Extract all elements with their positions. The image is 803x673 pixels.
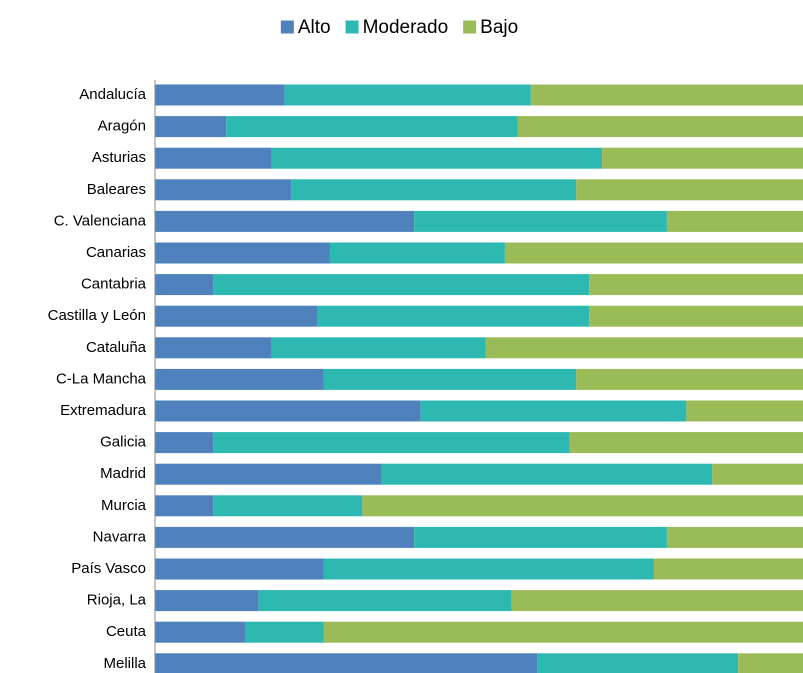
bar-segment xyxy=(291,179,577,201)
bar-segment xyxy=(226,116,518,138)
bar-segment xyxy=(155,621,246,643)
bar-segment xyxy=(155,526,415,548)
bar-segment xyxy=(155,463,382,485)
bar-segment xyxy=(323,621,803,643)
bar-segment xyxy=(569,432,803,454)
bar-segment xyxy=(155,590,259,612)
bar-segment xyxy=(589,274,803,296)
bar-segment xyxy=(602,147,803,169)
bar-segment xyxy=(155,179,292,201)
legend-swatch xyxy=(280,20,294,34)
bar-segment xyxy=(155,368,324,390)
y-tick-label: Castilla y León xyxy=(48,307,146,324)
bar-segment xyxy=(323,558,654,580)
bar-segment xyxy=(666,526,803,548)
bar-segment xyxy=(155,84,285,106)
y-tick-label: Melilla xyxy=(103,655,146,672)
y-tick-label: Aragón xyxy=(98,118,146,135)
y-tick-label: Extremadura xyxy=(60,402,147,419)
bar-segment xyxy=(589,305,803,327)
bar-segment xyxy=(155,116,227,138)
y-tick-label: Canarias xyxy=(86,244,146,261)
bar-segment xyxy=(213,495,363,517)
bar-segment xyxy=(381,463,713,485)
y-tick-label: Andalucía xyxy=(79,86,146,103)
legend-label: Alto xyxy=(298,17,331,38)
bar-segment xyxy=(245,621,324,643)
y-tick-label: Madrid xyxy=(100,465,146,482)
bar-segment xyxy=(362,495,803,517)
bar-segment xyxy=(686,400,803,422)
bar-segment xyxy=(653,558,803,580)
bar-segment xyxy=(155,242,330,264)
bar-segment xyxy=(511,590,803,612)
bar-segment xyxy=(155,305,317,327)
y-tick-label: Cantabria xyxy=(81,276,147,293)
y-tick-label: C-La Mancha xyxy=(56,370,147,387)
bar-segment xyxy=(530,84,803,106)
bar-segment xyxy=(155,210,415,232)
bar-segment xyxy=(155,558,324,580)
y-tick-label: Rioja, La xyxy=(87,592,147,609)
bar-segment xyxy=(576,368,803,390)
legend-label: Moderado xyxy=(363,17,449,38)
y-tick-label: Navarra xyxy=(93,528,147,545)
bar-segment xyxy=(504,242,803,264)
bar-segment xyxy=(155,147,272,169)
bar-segment xyxy=(284,84,531,106)
y-tick-label: Asturias xyxy=(92,149,146,166)
bar-segment xyxy=(414,526,667,548)
bar-segment xyxy=(517,116,803,138)
bar-segment xyxy=(271,147,603,169)
bar-segment xyxy=(738,653,803,673)
y-tick-label: Murcia xyxy=(101,497,147,514)
bar-segment xyxy=(271,337,486,359)
legend-swatch xyxy=(463,20,477,34)
bar-segment xyxy=(485,337,803,359)
y-tick-label: Baleares xyxy=(87,181,146,198)
bar-segment xyxy=(155,337,272,359)
y-tick-label: Galicia xyxy=(100,434,147,451)
legend-swatch xyxy=(345,20,359,34)
bar-segment xyxy=(213,274,590,296)
bar-segment xyxy=(155,400,421,422)
y-tick-label: Cataluña xyxy=(86,339,147,356)
bar-segment xyxy=(323,368,577,390)
bar-segment xyxy=(712,463,803,485)
legend-label: Bajo xyxy=(480,17,518,38)
bar-segment xyxy=(155,495,214,517)
bar-segment xyxy=(666,210,803,232)
bar-segment xyxy=(329,242,505,264)
bar-segment xyxy=(537,653,739,673)
y-tick-label: Ceuta xyxy=(106,623,147,640)
bar-segment xyxy=(155,432,214,454)
bar-segment xyxy=(576,179,803,201)
bar-segment xyxy=(213,432,570,454)
y-tick-label: C. Valenciana xyxy=(54,212,147,229)
bar-segment xyxy=(317,305,590,327)
bar-segment xyxy=(155,274,214,296)
bar-segment xyxy=(155,653,538,673)
bar-segment xyxy=(258,590,512,612)
y-tick-label: País Vasco xyxy=(71,560,146,577)
bar-segment xyxy=(414,210,667,232)
bar-segment xyxy=(420,400,687,422)
